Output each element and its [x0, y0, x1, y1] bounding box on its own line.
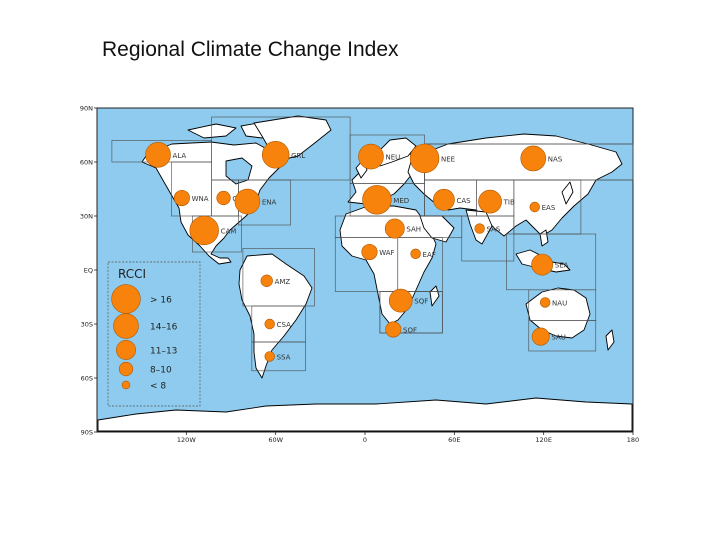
lat-tick-label: EQ — [84, 267, 93, 275]
region-box-ssa — [251, 341, 306, 372]
marker-sas — [474, 223, 485, 234]
legend-marker — [121, 380, 131, 390]
region-label-wna: WNA — [192, 195, 209, 203]
region-label-ala: ALA — [173, 152, 187, 160]
lon-tick-label: 60E — [448, 436, 460, 444]
region-label-sah: SAH — [406, 226, 421, 234]
marker-sqf — [388, 288, 413, 313]
region-label-neu: NEU — [385, 154, 400, 162]
legend-marker — [116, 340, 136, 360]
marker-cam — [189, 215, 219, 246]
lat-tick-label: 60N — [80, 159, 93, 167]
lat-tick-label: 60S — [81, 375, 93, 383]
region-label-nee: NEE — [441, 155, 455, 163]
region-box-sof — [379, 291, 443, 334]
marker-eas — [529, 201, 540, 213]
marker-sea — [531, 253, 554, 276]
region-label-nau: NAU — [552, 299, 567, 307]
japan — [561, 181, 574, 205]
lon-tick-label: 120W — [177, 436, 196, 444]
region-label-cam: CAM — [221, 227, 237, 235]
region-label-waf: WAF — [379, 249, 394, 257]
marker-neu — [358, 143, 384, 170]
region-label-sea: SEA — [555, 262, 569, 270]
marker-med — [362, 185, 392, 215]
marker-grl — [261, 141, 290, 169]
marker-ena — [234, 188, 261, 215]
region-label-ssa: SSA — [277, 353, 291, 361]
region-label-nas: NAS — [548, 155, 563, 163]
madagascar — [429, 285, 440, 307]
region-label-grl: GRL — [291, 152, 305, 160]
lon-tick-label: 0 — [363, 436, 367, 444]
region-box-sau — [528, 320, 597, 352]
south-america — [238, 253, 313, 379]
marker-nee — [409, 143, 440, 174]
lon-tick-label: 180 — [627, 436, 639, 444]
region-label-sau: SAU — [551, 334, 566, 342]
antarctica — [97, 397, 633, 432]
legend-item-label: 14–16 — [150, 323, 178, 333]
region-label-amz: AMZ — [275, 278, 291, 286]
marker-amz — [260, 274, 273, 287]
lat-tick-label: 30N — [80, 213, 93, 221]
region-label-sof: SOF — [403, 326, 417, 334]
marker-wna — [173, 189, 190, 207]
marker-sof — [385, 321, 402, 338]
legend-marker — [118, 361, 134, 377]
lat-tick-label: 30S — [81, 321, 93, 329]
marker-nau — [539, 297, 551, 308]
region-label-csa: CSA — [277, 321, 291, 329]
marker-cna — [216, 190, 231, 206]
region-label-ena: ENA — [262, 199, 277, 207]
region-label-med: MED — [393, 197, 409, 205]
region-label-sqf: SQF — [414, 298, 428, 306]
marker-nas — [520, 145, 547, 172]
lon-tick-label: 120E — [535, 436, 552, 444]
lat-tick-label: 90S — [81, 429, 93, 437]
marker-ssa — [264, 351, 275, 362]
region-label-tib: TIB — [503, 199, 515, 207]
marker-csa — [264, 318, 275, 330]
region-label-eaf: EAF — [423, 251, 436, 259]
world-map: ALAGRLWNACNAENACAMAMZCSASSANEUNEENASMEDC… — [76, 98, 646, 450]
legend-item-label: 11–13 — [150, 347, 177, 357]
axis-ticks: 90N 60N 30N EQ 30S 60S 90S 120W 60W 0 60E 120E 180 — [80, 105, 639, 445]
marker-sau — [531, 327, 550, 346]
map-svg: ALAGRLWNACNAENACAMAMZCSASSANEUNEENASMEDC… — [80, 105, 639, 445]
marker-sah — [384, 218, 405, 239]
page-title: Regional Climate Change Index — [102, 38, 399, 61]
lat-tick-label: 90N — [80, 105, 93, 113]
africa — [339, 205, 437, 325]
legend-marker — [111, 284, 141, 314]
rcci-markers: ALAGRLWNACNAENACAMAMZCSASSANEUNEENASMEDC… — [145, 141, 569, 362]
legend-item-label: < 8 — [150, 382, 166, 392]
marker-ala — [145, 141, 171, 168]
region-label-sas: SAS — [487, 226, 501, 234]
new-zealand — [605, 329, 615, 351]
rcci-legend: RCCI > 16 14–16 11–13 8–10 < 8 — [107, 261, 201, 407]
marker-eaf — [410, 248, 421, 260]
region-label-cas: CAS — [457, 197, 472, 205]
legend-item-label: 8–10 — [150, 366, 172, 376]
marker-tib — [478, 189, 502, 214]
legend-item-label: > 16 — [150, 296, 172, 306]
region-box-sas — [461, 215, 515, 262]
region-label-eas: EAS — [542, 204, 556, 212]
legend-title: RCCI — [118, 267, 146, 281]
marker-waf — [361, 243, 378, 261]
legend-marker — [113, 313, 139, 339]
lon-tick-label: 60W — [268, 436, 283, 444]
marker-cas — [433, 188, 455, 211]
